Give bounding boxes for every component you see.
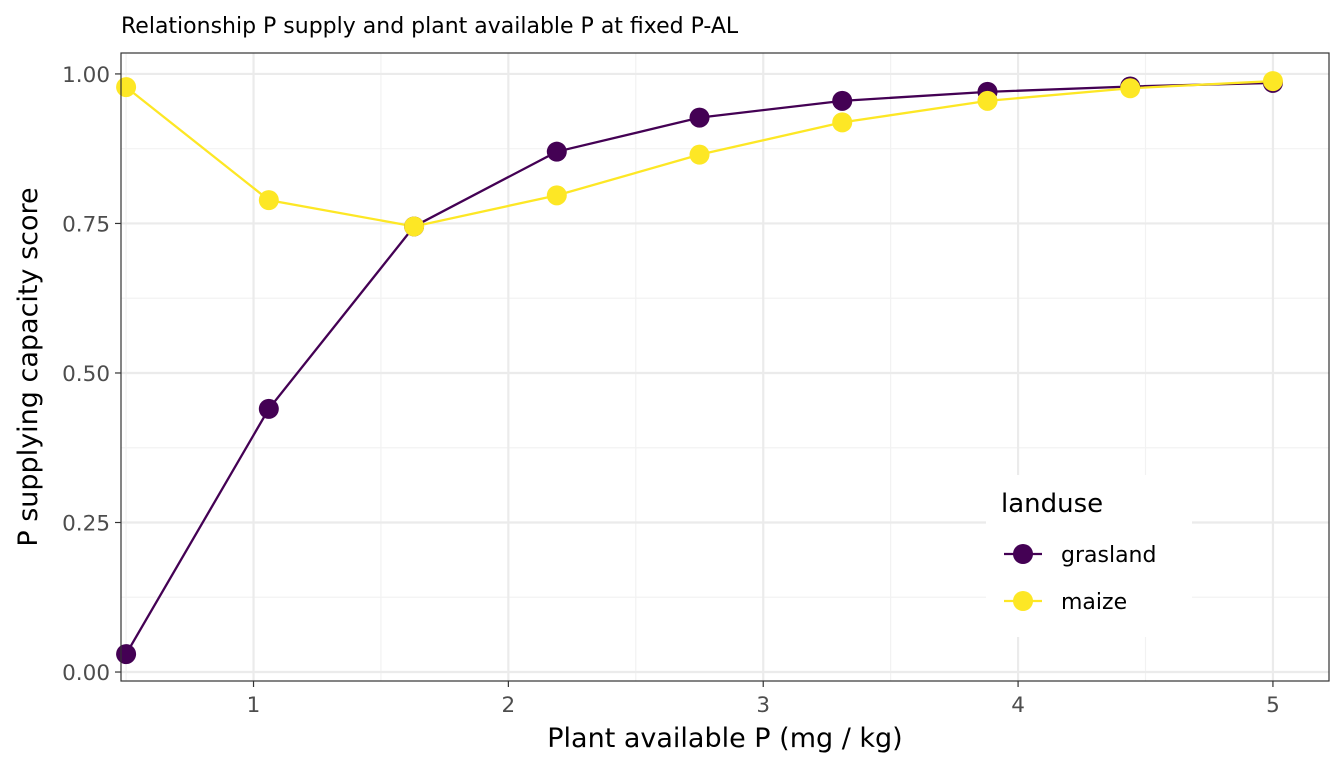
legend-key-point-grasland [1013, 544, 1033, 564]
data-point-maize [977, 90, 998, 111]
x-tick-label: 2 [502, 693, 516, 718]
data-point-maize [258, 190, 279, 211]
data-point-grasland [258, 398, 279, 419]
data-point-maize [116, 77, 137, 98]
y-tick-labels: 0.00 0.25 0.50 0.75 1.00 [62, 63, 110, 686]
data-point-grasland [832, 90, 853, 111]
legend-items: grasland maize [1004, 543, 1156, 615]
x-axis-title: Plant available P (mg / kg) [547, 723, 902, 754]
y-tick-label: 1.00 [62, 63, 110, 88]
x-tick-labels: 1 2 3 4 5 [247, 693, 1280, 718]
legend-label-maize: maize [1061, 590, 1127, 615]
series-layer [116, 71, 1283, 665]
data-point-grasland [689, 107, 710, 128]
data-point-maize [546, 185, 567, 206]
x-tick-label: 4 [1011, 693, 1025, 718]
data-point-grasland [116, 644, 137, 665]
x-tick-label: 3 [756, 693, 770, 718]
y-tick-label: 0.75 [62, 212, 110, 237]
data-point-maize [1120, 78, 1141, 99]
data-point-grasland [546, 141, 567, 162]
data-point-maize [832, 112, 853, 133]
data-point-maize [689, 144, 710, 165]
legend: landuse grasland maize [986, 475, 1192, 637]
y-tick-label: 0.50 [62, 362, 110, 387]
legend-key-point-maize [1013, 591, 1033, 611]
x-tick-label: 1 [247, 693, 261, 718]
legend-label-grasland: grasland [1061, 543, 1156, 568]
x-tick-label: 5 [1266, 693, 1280, 718]
y-axis-title: P supplying capacity score [13, 187, 44, 546]
chart-title: Relationship P supply and plant availabl… [121, 14, 739, 39]
y-tick-label: 0.00 [62, 661, 110, 686]
y-tick-label: 0.25 [62, 512, 110, 537]
data-point-maize [404, 216, 425, 237]
panel-border [120, 52, 1330, 682]
data-point-maize [1262, 71, 1283, 92]
legend-title: landuse [1001, 489, 1103, 519]
axis-ticks [115, 73, 1274, 687]
